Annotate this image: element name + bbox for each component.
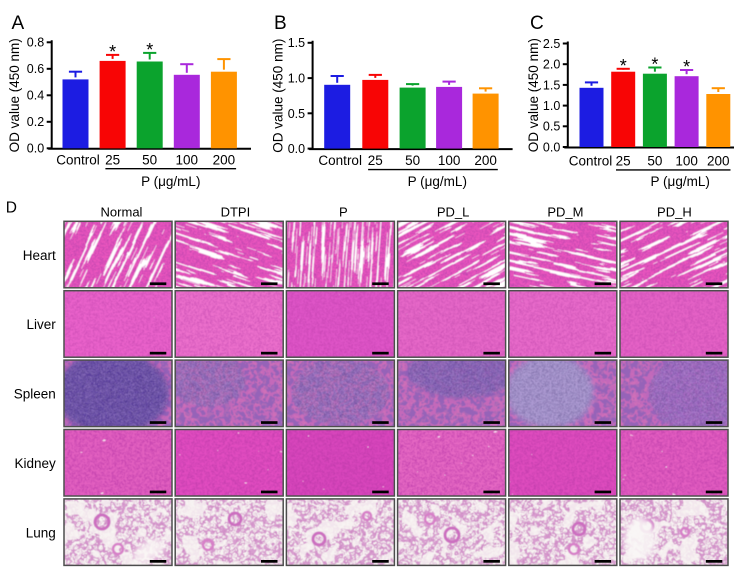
svg-text:100: 100: [176, 153, 199, 168]
svg-text:Spleen: Spleen: [14, 387, 56, 402]
svg-text:PD_H: PD_H: [657, 205, 692, 220]
svg-text:Lung: Lung: [26, 525, 56, 540]
svg-text:PD_M: PD_M: [547, 205, 583, 220]
svg-text:0.6: 0.6: [27, 62, 44, 76]
svg-text:D: D: [6, 200, 17, 217]
svg-text:OD value (450 nm): OD value (450 nm): [7, 38, 22, 152]
svg-text:Liver: Liver: [27, 317, 57, 332]
svg-text:*: *: [109, 42, 116, 62]
svg-text:0.0: 0.0: [27, 142, 44, 156]
svg-text:0.8: 0.8: [27, 36, 44, 50]
svg-text:0.5: 0.5: [288, 107, 305, 121]
svg-text:2.5: 2.5: [543, 37, 560, 51]
svg-text:0.5: 0.5: [543, 120, 560, 134]
svg-text:Control: Control: [569, 154, 613, 169]
svg-text:P (μg/mL): P (μg/mL): [141, 174, 200, 189]
svg-text:*: *: [651, 55, 658, 75]
svg-text:Kidney: Kidney: [15, 456, 57, 471]
svg-text:C: C: [530, 13, 544, 34]
svg-text:100: 100: [675, 154, 698, 169]
svg-text:Heart: Heart: [23, 248, 56, 263]
svg-text:25: 25: [616, 154, 631, 169]
svg-text:P (μg/mL): P (μg/mL): [408, 174, 467, 189]
svg-text:*: *: [683, 57, 690, 77]
svg-text:200: 200: [474, 153, 497, 168]
svg-text:*: *: [620, 56, 627, 76]
svg-text:0.4: 0.4: [27, 89, 44, 103]
svg-text:*: *: [146, 40, 153, 60]
svg-text:0.2: 0.2: [27, 115, 44, 129]
svg-text:B: B: [274, 13, 287, 34]
svg-text:50: 50: [142, 153, 157, 168]
svg-text:0.0: 0.0: [543, 140, 560, 154]
svg-text:P (μg/mL): P (μg/mL): [651, 174, 710, 189]
svg-text:1.5: 1.5: [288, 36, 305, 50]
svg-text:25: 25: [368, 153, 383, 168]
svg-text:P: P: [339, 205, 348, 220]
svg-text:1.0: 1.0: [288, 72, 305, 86]
svg-text:0.0: 0.0: [288, 142, 305, 156]
svg-text:OD value (450 nm): OD value (450 nm): [526, 38, 541, 152]
svg-text:50: 50: [647, 154, 662, 169]
svg-text:DTPI: DTPI: [221, 205, 251, 220]
svg-text:50: 50: [405, 153, 420, 168]
svg-text:OD value (450 nm): OD value (450 nm): [271, 39, 286, 153]
svg-text:200: 200: [707, 154, 730, 169]
svg-text:Control: Control: [56, 153, 100, 168]
svg-text:PD_L: PD_L: [437, 205, 470, 220]
svg-text:Control: Control: [318, 153, 362, 168]
svg-text:Normal: Normal: [101, 205, 143, 220]
svg-text:100: 100: [438, 153, 461, 168]
svg-text:1.0: 1.0: [543, 99, 560, 113]
svg-text:200: 200: [213, 153, 236, 168]
svg-text:25: 25: [105, 153, 120, 168]
svg-text:2.0: 2.0: [543, 58, 560, 72]
svg-text:1.5: 1.5: [543, 78, 560, 92]
svg-text:A: A: [12, 13, 25, 34]
